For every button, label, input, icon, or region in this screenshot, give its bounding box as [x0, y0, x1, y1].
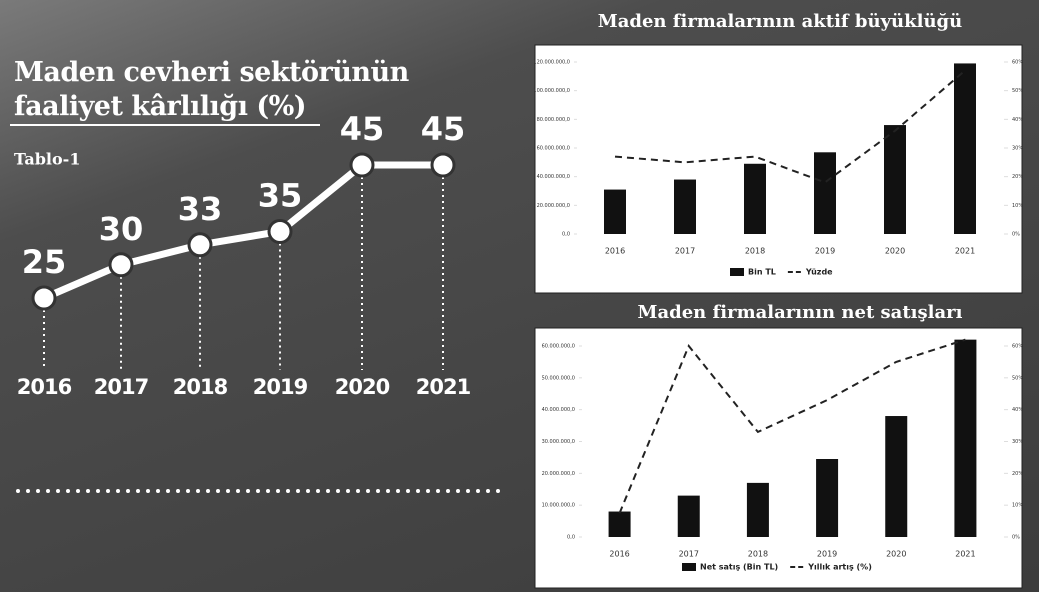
- chart-subtitle: Tablo-1: [14, 150, 80, 169]
- x-tick-label: 2016: [609, 550, 629, 559]
- x-tick-label: 2020: [886, 550, 906, 559]
- line: [618, 338, 966, 514]
- chart-box: [534, 44, 1023, 294]
- x-tick-label: 2020: [335, 375, 390, 399]
- y-tick-label: 40.000.000,0: [542, 407, 575, 413]
- chart-title: Maden cevheri sektörünün faaliyet kârlıl…: [14, 57, 409, 122]
- x-tick-label: 2021: [416, 375, 471, 399]
- y-tick-label: 20.000.000,0: [542, 471, 575, 477]
- y-tick-label: 100.000.000,0: [533, 88, 570, 94]
- data-label: 30: [99, 210, 144, 248]
- data-label: 45: [421, 110, 466, 148]
- x-tick-label: 2016: [17, 375, 72, 399]
- y2-tick-label: 30%: [1012, 439, 1023, 445]
- x-tick-label: 2021: [955, 550, 975, 559]
- x-tick-label: 2018: [745, 247, 765, 256]
- x-tick-label: 2020: [885, 247, 905, 256]
- legend-label: Yıllık artış (%): [807, 563, 872, 572]
- y2-tick-label: 30%: [1012, 146, 1023, 152]
- data-label: 45: [340, 110, 385, 148]
- data-label: 25: [22, 243, 67, 281]
- y-tick-label: 10.000.000,0: [542, 503, 575, 509]
- bar: [746, 482, 769, 537]
- x-tick-label: 2019: [253, 375, 308, 399]
- bar: [954, 339, 977, 537]
- legend-swatch: [730, 268, 744, 276]
- y2-tick-label: 40%: [1012, 407, 1023, 413]
- y2-tick-label: 50%: [1012, 88, 1023, 94]
- y-tick-label: 60.000.000,0: [542, 344, 575, 350]
- x-tick-label: 2017: [94, 375, 148, 399]
- legend-label: Yüzde: [805, 268, 833, 277]
- y2-tick-label: 0%: [1012, 535, 1020, 541]
- line: [614, 69, 966, 184]
- chart-title: Maden firmalarının aktif büyüklüğü: [598, 11, 962, 32]
- x-tick-label: 2018: [748, 550, 768, 559]
- point: [430, 152, 456, 178]
- y-tick-label: 40.000.000,0: [537, 174, 570, 180]
- x-tick-label: 2016: [605, 247, 625, 256]
- y-tick-label: 20.000.000,0: [537, 203, 570, 209]
- y2-tick-label: 60%: [1012, 60, 1023, 66]
- y2-tick-label: 40%: [1012, 117, 1023, 123]
- bar: [604, 189, 626, 234]
- bar: [954, 63, 976, 234]
- y2-tick-label: 20%: [1012, 471, 1023, 477]
- chart-title: Maden firmalarının net satışları: [638, 302, 963, 323]
- bar: [608, 511, 631, 537]
- y-tick-label: 0,0: [567, 535, 575, 541]
- bar: [677, 495, 700, 537]
- x-tick-label: 2017: [679, 550, 699, 559]
- line: [42, 161, 443, 302]
- point: [31, 285, 57, 311]
- data-label: 35: [258, 177, 303, 215]
- data-label: 33: [178, 190, 223, 228]
- y2-tick-label: 10%: [1012, 203, 1023, 209]
- bar: [674, 179, 696, 234]
- y-tick-label: 30.000.000,0: [542, 439, 575, 445]
- x-tick-label: 2019: [815, 247, 835, 256]
- y-tick-label: 0,0: [562, 232, 570, 238]
- x-tick-label: 2019: [817, 550, 837, 559]
- x-tick-label: 2021: [955, 247, 975, 256]
- point: [108, 252, 134, 278]
- point: [267, 219, 293, 244]
- bar: [884, 125, 906, 234]
- y-tick-label: 80.000.000,0: [537, 117, 570, 123]
- y2-tick-label: 20%: [1012, 174, 1023, 180]
- bar: [814, 152, 836, 234]
- y2-tick-label: 50%: [1012, 375, 1023, 381]
- bar: [744, 163, 766, 234]
- y-tick-label: 50.000.000,0: [542, 375, 575, 381]
- x-tick-label: 2018: [173, 375, 228, 399]
- y2-tick-label: 60%: [1012, 344, 1023, 350]
- y2-tick-label: 10%: [1012, 503, 1023, 509]
- x-tick-label: 2017: [675, 247, 695, 256]
- legend-swatch: [682, 563, 696, 571]
- point: [349, 152, 375, 178]
- legend-label: Net satış (Bin TL): [700, 563, 778, 572]
- bar: [885, 416, 908, 537]
- chart-box: [534, 327, 1023, 589]
- y2-tick-label: 0%: [1012, 232, 1020, 238]
- legend-label: Bin TL: [748, 268, 776, 277]
- point: [187, 232, 213, 258]
- y-tick-label: 60.000.000,0: [537, 146, 570, 152]
- bar: [816, 459, 839, 537]
- y-tick-label: 120.000.000,0: [533, 60, 570, 66]
